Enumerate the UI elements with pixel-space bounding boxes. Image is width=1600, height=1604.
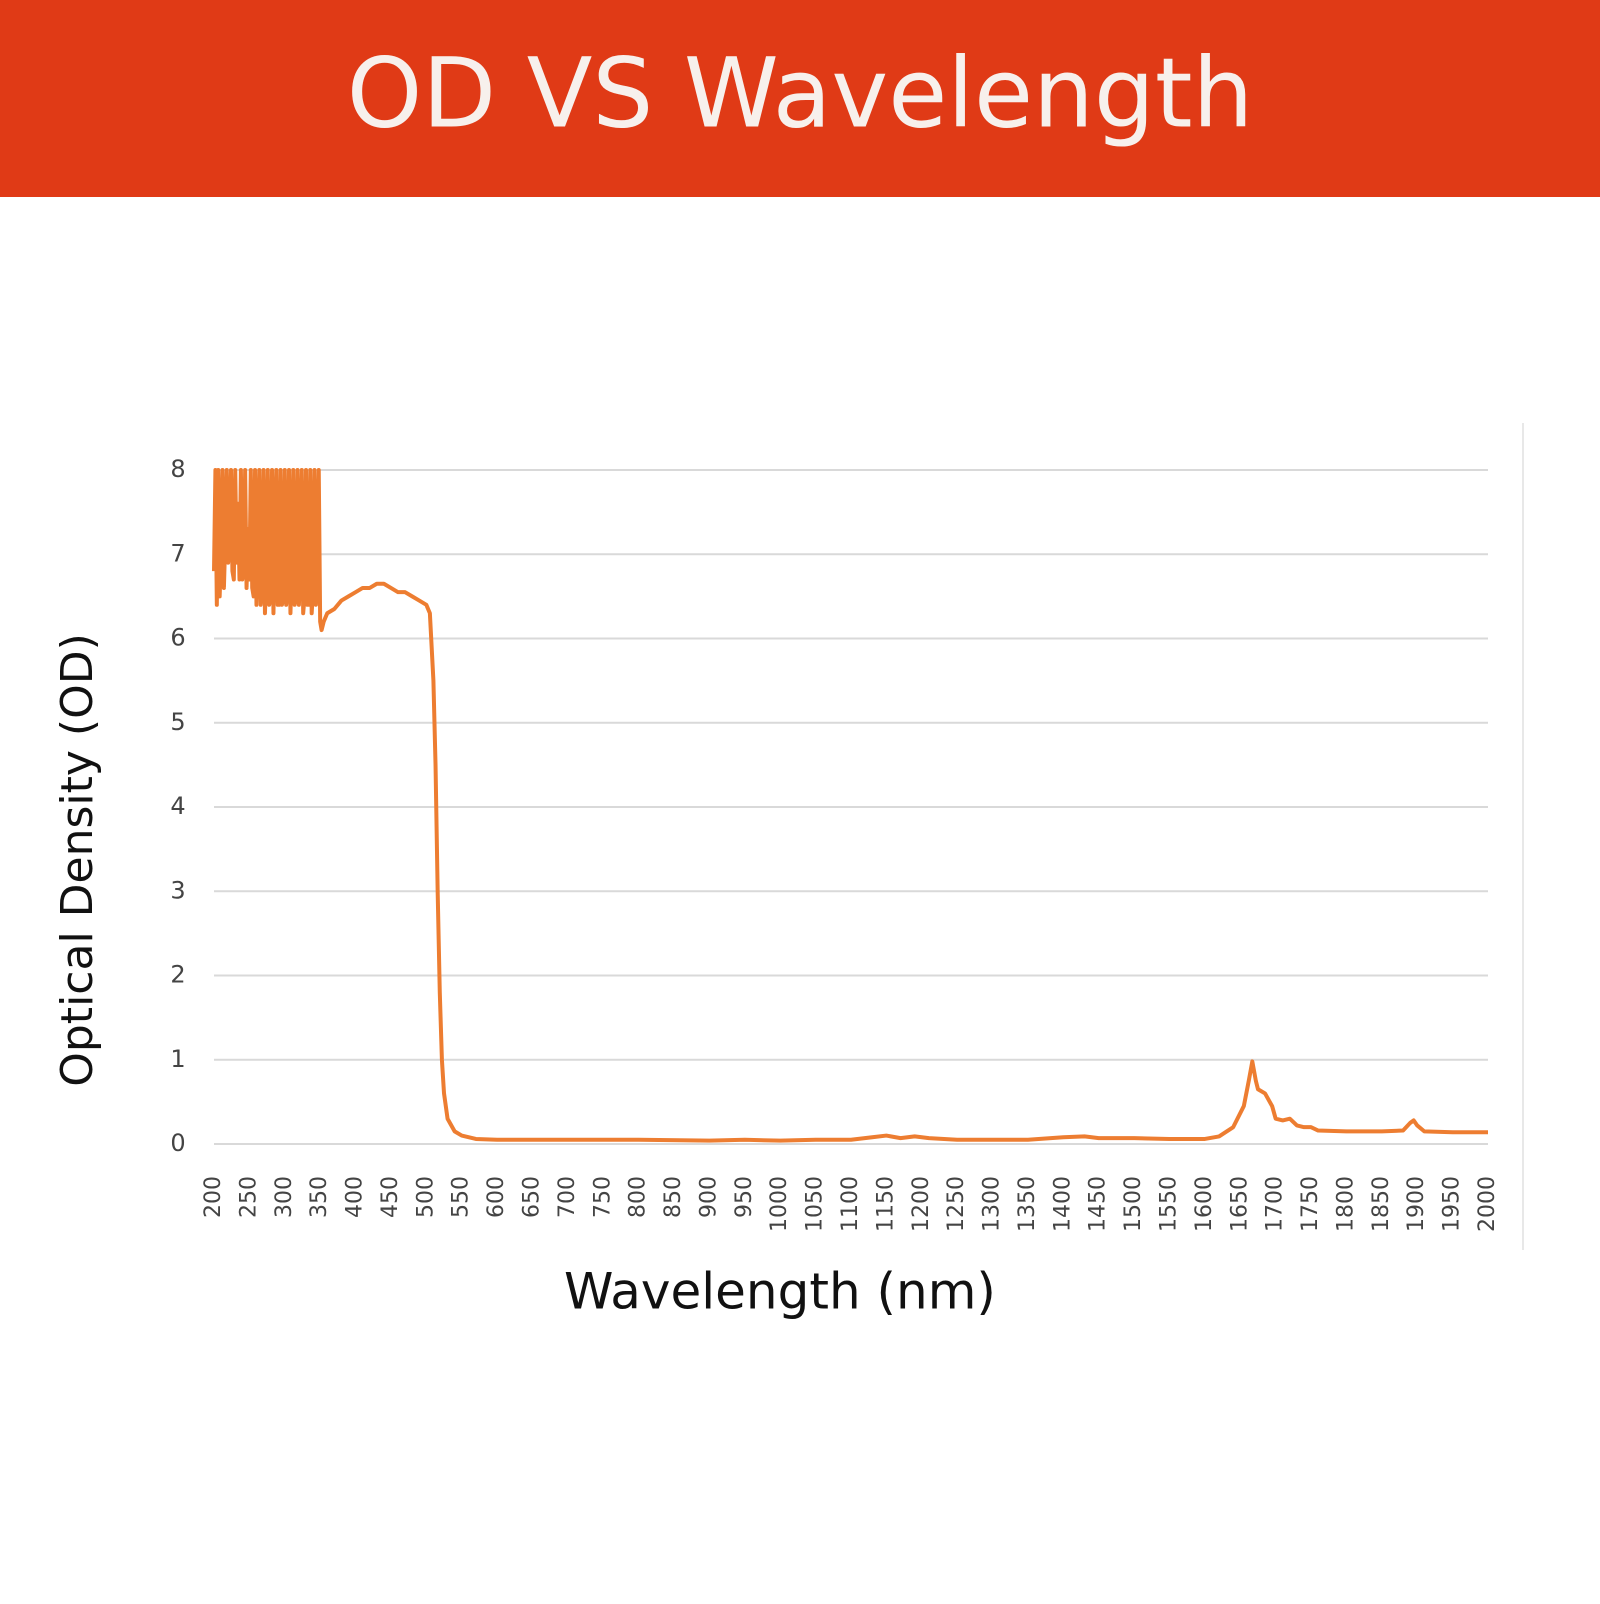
y-tick-label: 0	[170, 1129, 185, 1157]
y-tick-label: 3	[170, 876, 185, 904]
x-tick-label: 1900	[1404, 1176, 1429, 1232]
x-tick-label: 800	[626, 1176, 651, 1218]
x-axis-title: Wavelength (nm)	[564, 1263, 996, 1321]
y-tick-label: 5	[170, 708, 185, 736]
x-tick-label: 700	[555, 1176, 580, 1218]
x-tick-label: 1600	[1192, 1176, 1217, 1232]
x-tick-label: 1100	[838, 1176, 863, 1232]
x-tick-label: 950	[732, 1176, 757, 1218]
x-tick-label: 450	[378, 1176, 403, 1218]
x-tick-label: 1350	[1015, 1176, 1040, 1232]
x-tick-label: 1450	[1086, 1176, 1111, 1232]
x-tick-label: 400	[343, 1176, 368, 1218]
x-tick-label: 1200	[909, 1176, 934, 1232]
x-tick-label: 1050	[803, 1176, 828, 1232]
x-tick-label: 1850	[1369, 1176, 1394, 1232]
x-tick-label: 1500	[1121, 1176, 1146, 1232]
header-band	[0, 0, 1600, 197]
y-tick-label: 2	[170, 961, 185, 989]
y-axis-title: Optical Density (OD)	[52, 633, 103, 1087]
x-tick-label: 750	[590, 1176, 615, 1218]
x-tick-label: 350	[307, 1176, 332, 1218]
y-tick-label: 1	[170, 1045, 185, 1073]
x-tick-label: 1150	[873, 1176, 898, 1232]
y-tick-label: 4	[170, 792, 185, 820]
x-tick-label: 1300	[980, 1176, 1005, 1232]
x-tick-label: 1700	[1263, 1176, 1288, 1232]
x-tick-label: 1650	[1227, 1176, 1252, 1232]
chart-title: OD VS Wavelength	[347, 37, 1254, 149]
y-tick-label: 6	[170, 624, 185, 652]
x-tick-label: 900	[696, 1176, 721, 1218]
x-tick-label: 1750	[1298, 1176, 1323, 1232]
x-tick-label: 850	[661, 1176, 686, 1218]
x-tick-label: 600	[484, 1176, 509, 1218]
x-tick-label: 1800	[1333, 1176, 1358, 1232]
x-tick-label: 650	[520, 1176, 545, 1218]
x-tick-label: 2000	[1475, 1176, 1500, 1232]
x-tick-label: 1250	[944, 1176, 969, 1232]
x-tick-label: 1000	[767, 1176, 792, 1232]
x-tick-label: 250	[236, 1176, 261, 1218]
x-tick-label: 300	[272, 1176, 297, 1218]
x-tick-label: 500	[413, 1176, 438, 1218]
x-tick-label: 1550	[1157, 1176, 1182, 1232]
data-line	[212, 468, 1488, 1143]
y-tick-label: 7	[170, 539, 185, 567]
x-tick-label: 550	[449, 1176, 474, 1218]
y-tick-label: 8	[170, 455, 185, 483]
x-tick-label: 1950	[1440, 1176, 1465, 1232]
x-tick-label: 1400	[1050, 1176, 1075, 1232]
x-tick-label: 200	[201, 1176, 226, 1218]
